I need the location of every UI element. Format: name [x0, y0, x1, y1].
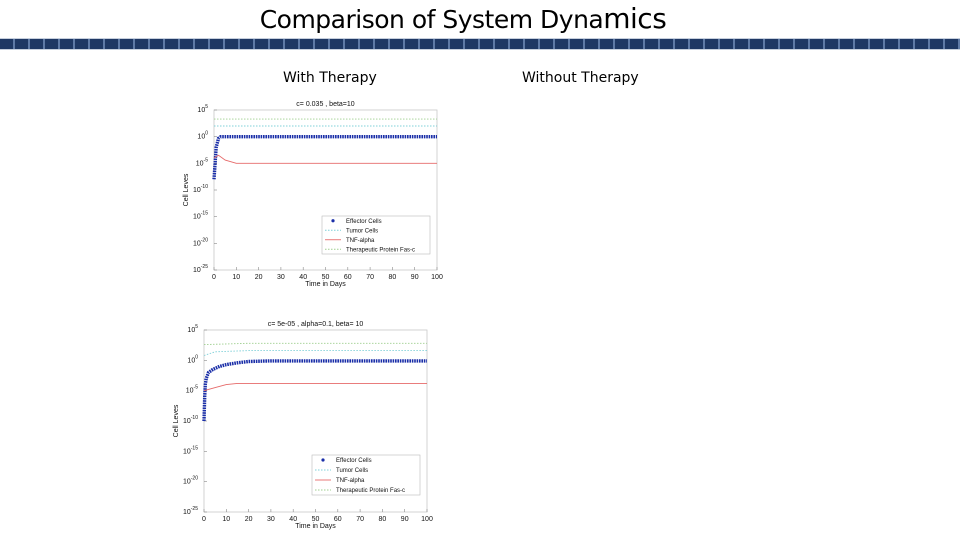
x-tick-label: 50 [322, 274, 330, 281]
chart-with-therapy-top: c= 0.035 , beta=10 0 10 20 30 40 50 60 70 80 90 100… [183, 101, 443, 288]
legend-entry: Therapeutic Protein Fas-c [346, 247, 415, 253]
y-tick-label: 10-10 [193, 184, 208, 194]
slide-title-main: Comparison of System Dyna [259, 5, 604, 34]
y-axis-label: Cell Leves [173, 404, 180, 437]
x-tick-label: 0 [212, 274, 216, 281]
legend-marker [321, 458, 325, 462]
slide-title: Comparison of System Dynamics [0, 2, 926, 35]
y-axis-label: Cell Leves [183, 173, 190, 206]
x-tick-label: 40 [299, 274, 307, 281]
series-tnf-alpha-line [213, 154, 437, 164]
legend-box [321, 215, 431, 255]
legend-entry: Effector Cells [346, 219, 382, 225]
y-tick-label: 10-5 [186, 385, 198, 395]
x-tick-label: 90 [411, 274, 419, 281]
x-tick-label: 20 [245, 516, 253, 523]
y-tick-label: 10-25 [193, 264, 208, 274]
y-tick-label: 10-20 [183, 476, 198, 486]
y-tick-label: 105 [187, 324, 198, 334]
x-tick-label: 30 [277, 274, 285, 281]
x-tick-label: 10 [222, 516, 230, 523]
x-tick-label: 60 [344, 274, 352, 281]
series-therapeutic-protein-fas-c-line [203, 342, 427, 346]
x-tick-label: 50 [312, 516, 320, 523]
legend-box [311, 454, 421, 496]
series-effector-cells-line [202, 359, 427, 422]
column-heading-with-therapy: With Therapy [283, 70, 377, 86]
column-heading-without-therapy: Without Therapy [522, 70, 639, 86]
y-tick-label: 100 [197, 131, 208, 141]
x-tick-label: 90 [401, 516, 409, 523]
y-tick-label: 105 [197, 104, 208, 114]
slide-title-tail: mics [603, 2, 667, 35]
y-tick-label: 10-10 [183, 415, 198, 425]
series-tnf-alpha-line [203, 382, 427, 392]
x-tick-label: 10 [232, 274, 240, 281]
y-tick-label: 100 [187, 354, 198, 364]
legend-entry: Effector Cells [336, 458, 372, 464]
x-tick-label: 100 [431, 274, 443, 281]
series-tumor-cells-line [203, 350, 427, 356]
legend-entry: Therapeutic Protein Fas-c [336, 488, 405, 494]
x-tick-label: 70 [366, 274, 374, 281]
y-tick-label: 10-15 [193, 211, 208, 221]
x-tick-label: 80 [389, 274, 397, 281]
x-tick-label: 40 [289, 516, 297, 523]
x-axis-label: Time in Days [295, 523, 336, 530]
x-tick-label: 0 [202, 516, 206, 523]
legend-entry: TNF-alpha [346, 238, 375, 244]
chart-title: c= 0.035 , beta=10 [296, 101, 354, 108]
chart-with-therapy-bottom: c= 5e-05 , alpha=0.1, beta= 10 0 10 20 30 40 5… [173, 321, 433, 530]
y-tick-label: 10-25 [183, 506, 198, 516]
legend-entry: Tumor Cells [346, 228, 378, 234]
x-tick-label: 20 [255, 274, 263, 281]
legend-entry: TNF-alpha [336, 478, 365, 484]
y-tick-label: 10-5 [196, 157, 208, 167]
x-tick-label: 60 [334, 516, 342, 523]
y-tick-label: 10-20 [193, 237, 208, 247]
decorative-band [0, 38, 960, 50]
legend-marker [331, 219, 335, 223]
x-tick-label: 80 [379, 516, 387, 523]
x-tick-label: 30 [267, 516, 275, 523]
series-effector-cells-line [212, 134, 437, 180]
x-tick-label: 70 [356, 516, 364, 523]
x-tick-label: 100 [421, 516, 433, 523]
legend-entry: Tumor Cells [336, 468, 368, 474]
x-axis-label: Time in Days [305, 281, 346, 288]
y-tick-label: 10-15 [183, 445, 198, 455]
chart-title: c= 5e-05 , alpha=0.1, beta= 10 [268, 321, 364, 328]
